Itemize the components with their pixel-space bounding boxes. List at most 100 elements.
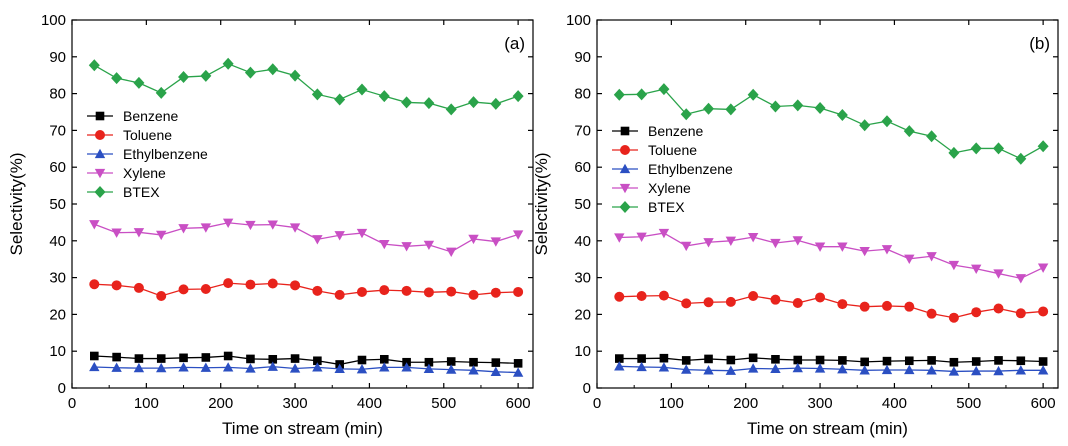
legend-label: Toluene <box>123 127 172 143</box>
data-point <box>267 220 278 230</box>
data-point <box>926 130 938 143</box>
data-point <box>379 239 390 250</box>
data-point <box>178 362 189 372</box>
legend-label: BTEX <box>123 184 160 200</box>
data-point <box>814 242 826 252</box>
data-point <box>155 86 167 99</box>
data-point <box>926 252 937 262</box>
data-point <box>356 286 367 297</box>
data-point <box>491 358 501 367</box>
legend-marker <box>94 148 106 159</box>
data-point <box>134 354 144 363</box>
data-point <box>334 231 345 241</box>
y-tick-label: 20 <box>574 306 591 323</box>
data-point <box>859 365 870 375</box>
data-point <box>513 359 523 368</box>
y-axis-title: Selectivity(%) <box>532 153 551 256</box>
data-point <box>882 356 892 366</box>
legend-marker <box>94 186 106 198</box>
data-point <box>948 146 960 159</box>
legend-marker <box>620 126 630 136</box>
data-point <box>948 366 960 376</box>
data-point <box>156 362 167 373</box>
y-tick-label: 30 <box>49 270 66 287</box>
data-point <box>245 363 256 373</box>
data-point <box>289 69 301 82</box>
data-point <box>927 356 936 365</box>
data-point <box>468 234 479 245</box>
y-tick-label: 80 <box>49 86 66 103</box>
data-point <box>423 363 435 374</box>
panel-label: (a) <box>504 34 525 53</box>
data-point <box>311 88 323 101</box>
data-point <box>792 362 803 373</box>
series-ethylbenzene <box>89 361 524 377</box>
data-point <box>725 296 736 307</box>
data-point <box>1037 140 1049 153</box>
data-point <box>156 230 167 241</box>
data-point <box>245 220 256 231</box>
data-point <box>446 286 457 297</box>
data-point <box>378 90 390 103</box>
data-point <box>658 83 670 96</box>
legend-item-toluene: Toluene <box>87 127 172 143</box>
data-point <box>446 364 457 374</box>
data-point <box>1037 365 1049 375</box>
data-point <box>401 96 413 109</box>
data-point <box>379 285 390 296</box>
legend-item-benzene: Benzene <box>612 123 703 139</box>
data-point <box>512 367 524 377</box>
data-point <box>178 71 190 84</box>
data-point <box>993 303 1004 314</box>
data-point <box>312 285 323 296</box>
data-point <box>179 353 188 363</box>
data-point <box>815 355 825 365</box>
data-point <box>770 294 781 305</box>
data-point <box>201 353 211 362</box>
legend-label: Benzene <box>648 123 703 139</box>
legend-item-toluene: Toluene <box>612 142 697 158</box>
data-point <box>993 142 1005 155</box>
legend-label: BTEX <box>648 199 685 215</box>
legend-marker <box>95 130 105 140</box>
series-line <box>93 63 519 111</box>
data-point <box>860 357 869 367</box>
x-tick-label: 300 <box>808 395 833 412</box>
data-point <box>658 362 670 372</box>
data-point <box>89 279 100 290</box>
x-tick-label: 600 <box>506 395 531 412</box>
data-point <box>904 254 915 265</box>
data-point <box>1015 274 1027 284</box>
series-line <box>619 365 1044 373</box>
data-point <box>89 361 100 372</box>
data-point <box>948 312 959 323</box>
data-point <box>948 260 960 271</box>
data-point <box>133 76 145 89</box>
data-point <box>512 230 524 240</box>
x-tick-label: 300 <box>283 395 308 412</box>
data-point <box>904 364 915 375</box>
data-point <box>636 291 647 301</box>
data-point <box>223 351 233 361</box>
data-point <box>881 364 893 375</box>
chart-panel-b: 0 100 200 300 400 500 600 0 10 20 30 40 50 60 70 80 90 10… <box>532 12 1059 438</box>
data-point <box>222 218 234 228</box>
data-point <box>512 90 524 103</box>
y-tick-label: 80 <box>574 86 591 103</box>
data-point <box>1015 365 1027 375</box>
data-point <box>379 354 389 364</box>
data-point <box>88 59 100 72</box>
data-point <box>904 301 915 312</box>
y-tick-label: 90 <box>49 49 66 66</box>
data-point <box>313 356 322 366</box>
legend-item-ethylbenzene: Ethylbenzene <box>87 146 208 162</box>
data-point <box>614 361 625 371</box>
data-point <box>881 245 893 255</box>
data-point <box>244 66 256 79</box>
y-tick-label: 60 <box>49 159 66 176</box>
data-point <box>1037 263 1049 273</box>
data-point <box>725 236 737 246</box>
data-point <box>223 278 234 289</box>
data-point <box>703 365 714 375</box>
data-point <box>680 108 692 121</box>
